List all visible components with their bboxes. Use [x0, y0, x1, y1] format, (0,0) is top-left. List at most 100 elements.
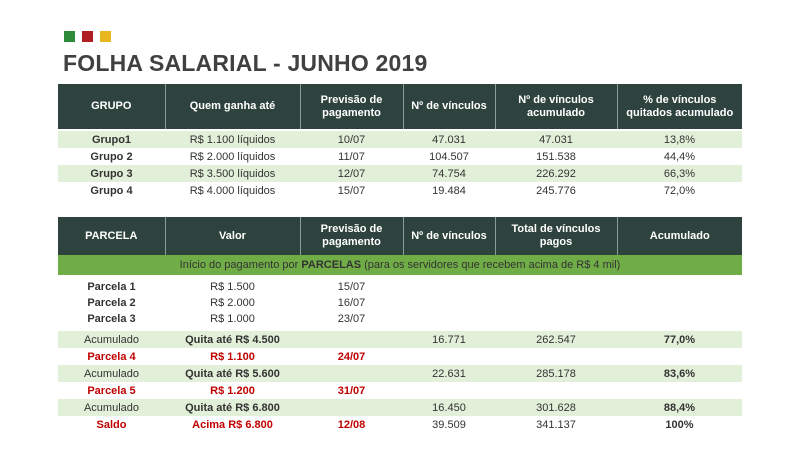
column-header: Valor	[165, 217, 301, 255]
cell: 72,0%	[663, 184, 696, 197]
cell: Acima R$ 6.800	[192, 418, 273, 431]
cell: Saldo	[96, 418, 127, 431]
cell	[403, 348, 495, 365]
row: Grupo 3 R$ 3.500 líquidos 12/07 74.754 226.2…	[58, 165, 742, 182]
cell	[617, 295, 742, 311]
row: Parcela 2 R$ 2.000 16/07	[58, 295, 742, 311]
cell: Parcela 1	[87, 281, 136, 293]
cell: 16.450	[403, 399, 495, 416]
row: Grupo 2 R$ 2.000 líquidos 11/07 104.507 151.…	[58, 148, 742, 165]
cell: 15/07	[337, 281, 366, 293]
cell: 301.628	[495, 399, 617, 416]
banner-text: PARCELAS	[301, 259, 362, 271]
cell: R$ 1.000	[210, 313, 255, 325]
cell: 47.031	[495, 131, 617, 148]
cell: R$ 1.500	[210, 281, 255, 293]
row: Acumulado Quita até R$ 5.600 22.631 285.178…	[58, 365, 742, 382]
cell: Acumulado	[58, 365, 165, 382]
column-header: Nº de vínculos	[403, 84, 496, 129]
column-header: PARCELA	[58, 217, 166, 255]
logo-square	[64, 31, 75, 42]
cell: R$ 1.200	[210, 384, 255, 397]
banner-row: Início do pagamento por PARCELAS (para o…	[58, 255, 742, 275]
cell: 13,8%	[617, 131, 742, 148]
cell: Parcela 3	[87, 313, 136, 325]
cell: Parcela 4	[87, 350, 136, 363]
cell: 12/07	[300, 165, 403, 182]
header-row: PARCELA Valor Previsão de pagamento Nº de v…	[58, 217, 742, 255]
cell	[617, 382, 742, 399]
cell: R$ 1.100 líquidos	[165, 131, 300, 148]
logo-square	[100, 31, 111, 42]
row: Grupo 4 R$ 4.000 líquidos 15/07 19.484 245.7…	[58, 182, 742, 199]
cell: 23/07	[337, 313, 366, 325]
banner: Início do pagamento por PARCELAS (para o…	[58, 255, 742, 275]
cell: R$ 2.000	[210, 297, 255, 309]
column-header: % de vínculos quitados acumulado	[617, 84, 742, 129]
column-header: Nº de vínculos	[403, 217, 496, 255]
cell: R$ 3.500 líquidos	[165, 165, 300, 182]
row: Saldo Acima R$ 6.800 12/08 39.509 341.137 100…	[58, 416, 742, 433]
cell: 12/08	[337, 418, 366, 431]
cell	[495, 348, 617, 365]
installments-table: PARCELA Valor Previsão de pagamento Nº de v…	[58, 217, 742, 433]
cell: 11/07	[338, 150, 365, 163]
cell	[617, 279, 742, 295]
row: Parcela 5 R$ 1.200 31/07	[58, 382, 742, 399]
cell	[495, 382, 617, 399]
row: Parcela 3 R$ 1.000 23/07	[58, 311, 742, 327]
cell: 10/07	[300, 131, 403, 148]
cell	[403, 279, 495, 295]
cell: Acumulado	[58, 331, 165, 348]
row: Grupo1 R$ 1.100 líquidos 10/07 47.031 47.031…	[58, 131, 742, 148]
cell	[300, 399, 403, 416]
banner-text: Início do pagamento por	[179, 259, 302, 271]
column-header: Total de vínculos pagos	[495, 217, 618, 255]
cell: 47.031	[403, 131, 495, 148]
cell: R$ 4.000 líquidos	[189, 184, 276, 197]
cell	[495, 295, 617, 311]
cell	[300, 331, 403, 348]
cell: 77,0%	[617, 331, 742, 348]
cell: R$ 2.000 líquidos	[189, 150, 276, 163]
column-header: Nº de vínculos acumulado	[495, 84, 618, 129]
column-header: Previsão de pagamento	[300, 217, 404, 255]
row: Parcela 4 R$ 1.100 24/07	[58, 348, 742, 365]
cell	[300, 365, 403, 382]
cell: Parcela 2	[87, 297, 136, 309]
cell: Quita até R$ 4.500	[165, 331, 300, 348]
cell: Quita até R$ 5.600	[165, 365, 300, 382]
logo-square	[82, 31, 93, 42]
cell: Grupo1	[58, 131, 165, 148]
title: FOLHA SALARIAL - JUNHO 2019	[63, 50, 428, 76]
column-header: GRUPO	[58, 84, 166, 129]
cell: 16.771	[403, 331, 495, 348]
cell: 24/07	[337, 350, 366, 363]
cell: 100%	[665, 418, 694, 431]
cell: 226.292	[495, 165, 617, 182]
column-header: Acumulado	[617, 217, 742, 255]
cell: 19.484	[432, 184, 466, 197]
cell: 16/07	[337, 297, 366, 309]
cell: 88,4%	[617, 399, 742, 416]
row: Parcela 1 R$ 1.500 15/07	[58, 279, 742, 295]
cell: Grupo 2	[90, 150, 133, 163]
cell	[403, 311, 495, 327]
cell: 83,6%	[617, 365, 742, 382]
cell: Quita até R$ 6.800	[165, 399, 300, 416]
cell: 262.547	[495, 331, 617, 348]
cell	[495, 311, 617, 327]
row: Acumulado Quita até R$ 4.500 16.771 262.547…	[58, 331, 742, 348]
row: Acumulado Quita até R$ 6.800 16.450 301.628…	[58, 399, 742, 416]
cell: 66,3%	[617, 165, 742, 182]
cell: 285.178	[495, 365, 617, 382]
cell: 341.137	[536, 418, 576, 431]
cell: Grupo 3	[58, 165, 165, 182]
cell	[617, 348, 742, 365]
cell: 39.509	[432, 418, 466, 431]
banner-text: (para os servidores que recebem acima de…	[361, 259, 621, 271]
cell	[403, 382, 495, 399]
groups-table: GRUPO Quem ganha até Previsão de pagamento…	[58, 84, 742, 199]
cell: 44,4%	[663, 150, 696, 163]
